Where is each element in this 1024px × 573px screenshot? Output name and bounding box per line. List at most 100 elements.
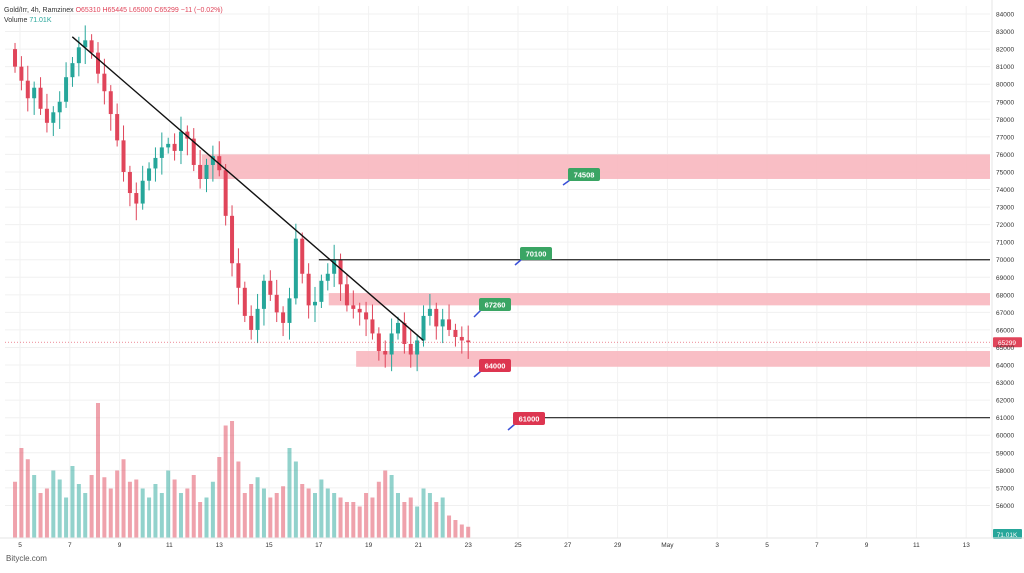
volume-bar [191,475,196,538]
volume-bar [415,506,420,538]
change-value: −11 (−0.02%) [180,7,223,14]
x-tick-label: 11 [913,542,920,549]
candle-body [466,340,471,343]
candle-body [230,215,235,264]
volume-bar [153,484,158,538]
volume-bar [255,477,260,538]
candle-body [83,40,88,48]
y-tick-label: 75000 [996,169,1014,176]
y-tick-label: 72000 [996,222,1014,229]
volume-bar [364,493,369,538]
volume-bar [319,479,324,538]
y-tick-label: 62000 [996,398,1014,405]
volume-bar [108,488,113,538]
y-tick-label: 57000 [996,485,1014,492]
x-tick-label: 11 [166,542,173,549]
volume-bar [70,466,75,538]
close-value: C65299 [154,7,179,14]
x-tick-label: 13 [216,542,224,549]
candle-body [191,138,196,165]
volume-bar [217,457,222,538]
volume-bar [102,477,107,538]
volume-bar [121,459,126,538]
volume-line: Volume 71.01K [4,16,223,26]
volume-bar [300,484,305,538]
volume-bar [453,520,458,538]
candle-body [32,87,37,99]
candle-body [210,156,215,165]
x-tick-label: 7 [815,542,819,549]
candle-body [427,308,432,316]
candle-body [313,301,318,306]
volume-bar [236,461,241,538]
candle-body [268,280,273,295]
callout-pointer [507,423,516,431]
y-tick-label: 64000 [996,363,1014,370]
candle-body [293,238,298,299]
candle-body [178,131,183,151]
volume-bar [178,493,183,538]
candle-body [140,180,145,204]
candle-body [287,298,292,323]
volume-bar [447,515,452,538]
candle-body [261,280,266,309]
candle-body [447,319,452,330]
y-tick-label: 56000 [996,503,1014,510]
volume-bar [127,481,132,538]
callout-label: 70100 [526,250,547,259]
candle-body [134,193,139,204]
volume-bar [459,524,464,538]
candle-body [172,143,177,151]
y-tick-label: 67000 [996,310,1014,317]
y-tick-label: 61000 [996,415,1014,422]
volume-bar [466,526,471,538]
candle-body [281,312,286,323]
y-tick-label: 82000 [996,47,1014,54]
callout-label: 67260 [485,301,506,310]
current-price-text: 65299 [998,340,1016,347]
callout-pointer [473,309,482,318]
volume-bar [38,493,43,538]
candle-body [127,171,132,194]
volume-bar [172,479,177,538]
current-volume-tag [993,529,1022,539]
volume-bar [115,470,120,538]
y-tick-label: 81000 [996,64,1014,71]
open-value: O65310 [75,7,101,14]
volume-bar [344,502,349,538]
high-value: H65445 [102,7,127,14]
support-resistance-zones [201,154,990,367]
y-tick-label: 69000 [996,275,1014,282]
candle-body [389,333,394,355]
candle-body [223,170,228,216]
volume-bar [370,497,375,538]
volume-bar [408,497,413,538]
y-tick-label: 73000 [996,205,1014,212]
drawn-lines [5,36,990,419]
y-tick-label: 77000 [996,134,1014,141]
volume-bar [389,475,394,538]
volume-bar [351,502,356,538]
candle-body [95,52,100,74]
volume-bar [230,421,235,538]
volume-bar [210,481,215,538]
candle-body [421,315,426,341]
volume-bar [261,488,266,538]
candle-body [376,333,381,351]
x-tick-label: 27 [564,542,572,549]
volume-bar [427,493,432,538]
candle-body [44,108,49,123]
candle-body [325,273,330,281]
callout-label: 64000 [485,362,506,371]
x-tick-label: 25 [514,542,522,549]
x-tick-label: 3 [715,542,719,549]
y-tick-label: 83000 [996,29,1014,36]
volume-bar [223,425,228,538]
candle-body [38,87,43,109]
candle-body [64,77,69,102]
candle-body [70,63,75,78]
y-tick-label: 66000 [996,327,1014,334]
volume-bar [89,475,94,538]
